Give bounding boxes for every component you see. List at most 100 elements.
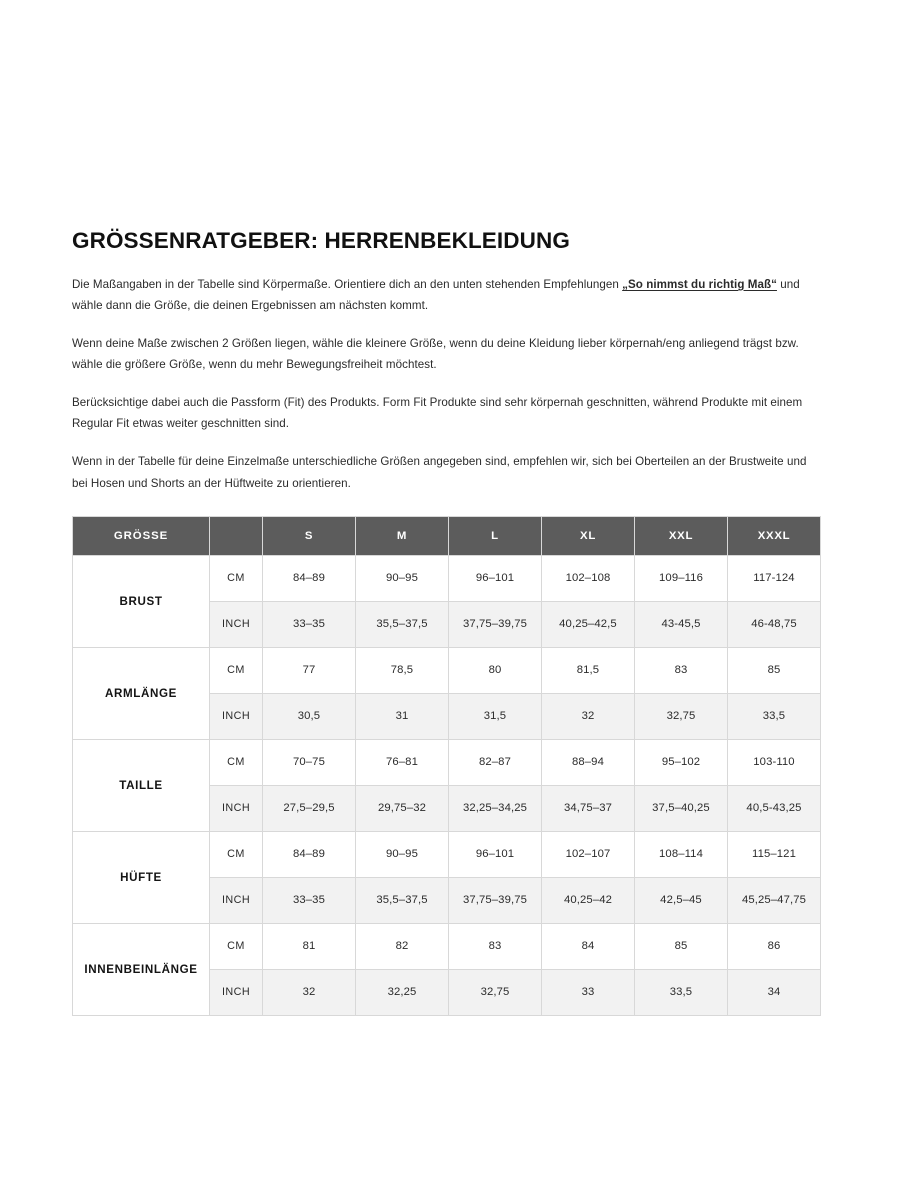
table-header: GRÖSSE S M L XL XXL XXXL <box>72 515 821 556</box>
cell-armlaenge-cm-xxxl: 85 <box>727 646 821 694</box>
row-label-taille: TAILLE <box>72 738 210 832</box>
cell-taille-cm-xxxl: 103-110 <box>727 738 821 786</box>
cell-armlaenge-inch-s: 30,5 <box>262 692 356 740</box>
unit-cell-cm: CM <box>209 646 263 694</box>
table-row: INCH 30,5 31 31,5 32 32,75 33,5 <box>73 692 821 740</box>
cell-innenbeinlaenge-inch-xxl: 33,5 <box>634 968 728 1016</box>
table-row: INCH 32 32,25 32,75 33 33,5 34 <box>73 968 821 1016</box>
cell-taille-cm-xl: 88–94 <box>541 738 635 786</box>
cell-innenbeinlaenge-inch-xxxl: 34 <box>727 968 821 1016</box>
cell-taille-inch-l: 32,25–34,25 <box>448 784 542 832</box>
cell-huefte-inch-m: 35,5–37,5 <box>355 876 449 924</box>
intro-1-text-before-link: Die Maßangaben in der Tabelle sind Körpe… <box>72 277 623 291</box>
cell-taille-inch-xxl: 37,5–40,25 <box>634 784 728 832</box>
table-row: ARMLÄNGE CM 77 78,5 80 81,5 83 85 <box>72 646 821 740</box>
cell-armlaenge-inch-xl: 32 <box>541 692 635 740</box>
cell-innenbeinlaenge-cm-xl: 84 <box>541 922 635 970</box>
cell-huefte-inch-l: 37,75–39,75 <box>448 876 542 924</box>
cell-armlaenge-inch-xxxl: 33,5 <box>727 692 821 740</box>
intro-paragraph-2: Wenn deine Maße zwischen 2 Größen liegen… <box>72 337 799 372</box>
cell-innenbeinlaenge-inch-m: 32,25 <box>355 968 449 1016</box>
table-body: BRUST CM 84–89 90–95 96–101 102–108 109–… <box>72 554 821 1016</box>
cell-innenbeinlaenge-cm-l: 83 <box>448 922 542 970</box>
cell-huefte-cm-xxxl: 115–121 <box>727 830 821 878</box>
cell-innenbeinlaenge-cm-m: 82 <box>355 922 449 970</box>
unit-cell-cm: CM <box>209 922 263 970</box>
cell-brust-cm-xxl: 109–116 <box>634 554 728 602</box>
cell-huefte-inch-xxxl: 45,25–47,75 <box>727 876 821 924</box>
cell-armlaenge-cm-l: 80 <box>448 646 542 694</box>
unit-cell-cm: CM <box>209 830 263 878</box>
cell-armlaenge-inch-xxl: 32,75 <box>634 692 728 740</box>
unit-cell-inch: INCH <box>209 784 263 832</box>
column-header-size-xxl: XXL <box>634 515 728 556</box>
cell-armlaenge-cm-s: 77 <box>262 646 356 694</box>
cell-brust-inch-xl: 40,25–42,5 <box>541 600 635 648</box>
cell-huefte-cm-xl: 102–107 <box>541 830 635 878</box>
row-label-brust: BRUST <box>72 554 210 648</box>
cell-taille-cm-xxl: 95–102 <box>634 738 728 786</box>
cell-innenbeinlaenge-cm-xxl: 85 <box>634 922 728 970</box>
unit-cell-inch: INCH <box>209 600 263 648</box>
cell-armlaenge-inch-l: 31,5 <box>448 692 542 740</box>
cell-taille-cm-s: 70–75 <box>262 738 356 786</box>
table-row: INNENBEINLÄNGE CM 81 82 83 84 85 86 <box>72 922 821 1016</box>
column-header-size-xxxl: XXXL <box>727 515 821 556</box>
cell-huefte-inch-xl: 40,25–42 <box>541 876 635 924</box>
row-label-armlaenge: ARMLÄNGE <box>72 646 210 740</box>
column-header-size-l: L <box>448 515 542 556</box>
cell-brust-inch-s: 33–35 <box>262 600 356 648</box>
table-row: BRUST CM 84–89 90–95 96–101 102–108 109–… <box>72 554 821 648</box>
unit-cell-cm: CM <box>209 738 263 786</box>
table-row: INCH 27,5–29,5 29,75–32 32,25–34,25 34,7… <box>73 784 821 832</box>
size-table-container: GRÖSSE S M L XL XXL XXXL BRUST CM 84–89 … <box>72 515 821 1016</box>
table-row: INCH 33–35 35,5–37,5 37,75–39,75 40,25–4… <box>73 876 821 924</box>
unit-cell-inch: INCH <box>209 876 263 924</box>
cell-brust-cm-xl: 102–108 <box>541 554 635 602</box>
cell-brust-cm-l: 96–101 <box>448 554 542 602</box>
table-row: INCH 33–35 35,5–37,5 37,75–39,75 40,25–4… <box>73 600 821 648</box>
intro-paragraph-4: Wenn in der Tabelle für deine Einzelmaße… <box>72 455 807 490</box>
row-label-huefte: HÜFTE <box>72 830 210 924</box>
cell-taille-cm-l: 82–87 <box>448 738 542 786</box>
column-header-size-xl: XL <box>541 515 635 556</box>
cell-huefte-cm-l: 96–101 <box>448 830 542 878</box>
row-label-innenbeinlaenge: INNENBEINLÄNGE <box>72 922 210 1016</box>
page-title: GRÖSSENRATGEBER: HERRENBEKLEIDUNG <box>72 228 570 253</box>
cell-taille-inch-s: 27,5–29,5 <box>262 784 356 832</box>
unit-cell-cm: CM <box>209 554 263 602</box>
cell-brust-inch-xxxl: 46-48,75 <box>727 600 821 648</box>
measuring-guide-link[interactable]: „So nimmst du richtig Maß“ <box>622 277 777 291</box>
unit-cell-inch: INCH <box>209 968 263 1016</box>
cell-innenbeinlaenge-inch-l: 32,75 <box>448 968 542 1016</box>
cell-huefte-cm-m: 90–95 <box>355 830 449 878</box>
cell-brust-inch-m: 35,5–37,5 <box>355 600 449 648</box>
cell-armlaenge-cm-m: 78,5 <box>355 646 449 694</box>
cell-innenbeinlaenge-inch-s: 32 <box>262 968 356 1016</box>
cell-brust-cm-s: 84–89 <box>262 554 356 602</box>
cell-taille-cm-m: 76–81 <box>355 738 449 786</box>
cell-taille-inch-m: 29,75–32 <box>355 784 449 832</box>
cell-armlaenge-cm-xl: 81,5 <box>541 646 635 694</box>
cell-brust-cm-xxxl: 117-124 <box>727 554 821 602</box>
cell-armlaenge-cm-xxl: 83 <box>634 646 728 694</box>
cell-innenbeinlaenge-inch-xl: 33 <box>541 968 635 1016</box>
unit-cell-inch: INCH <box>209 692 263 740</box>
table-row: HÜFTE CM 84–89 90–95 96–101 102–107 108–… <box>72 830 821 924</box>
column-header-size-s: S <box>262 515 356 556</box>
cell-huefte-cm-xxl: 108–114 <box>634 830 728 878</box>
intro-paragraph-3: Berücksichtige dabei auch die Passform (… <box>72 396 803 431</box>
size-chart-table: GRÖSSE S M L XL XXL XXXL BRUST CM 84–89 … <box>72 515 821 1016</box>
intro-1-text-after-link: und wähle dann die Größe, die deinen Erg… <box>72 277 800 312</box>
column-header-unit <box>209 515 263 556</box>
column-header-size-m: M <box>355 515 449 556</box>
cell-brust-inch-l: 37,75–39,75 <box>448 600 542 648</box>
cell-armlaenge-inch-m: 31 <box>355 692 449 740</box>
cell-brust-inch-xxl: 43-45,5 <box>634 600 728 648</box>
cell-huefte-inch-s: 33–35 <box>262 876 356 924</box>
table-row: TAILLE CM 70–75 76–81 82–87 88–94 95–102… <box>72 738 821 832</box>
cell-taille-inch-xl: 34,75–37 <box>541 784 635 832</box>
cell-innenbeinlaenge-cm-xxxl: 86 <box>727 922 821 970</box>
intro-paragraph-1: Die Maßangaben in der Tabelle sind Körpe… <box>72 274 820 316</box>
